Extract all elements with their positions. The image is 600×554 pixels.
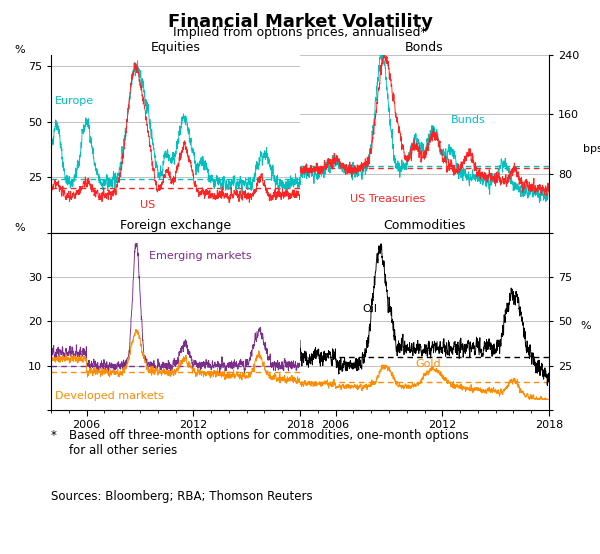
Text: Developed markets: Developed markets (55, 391, 163, 401)
Y-axis label: %: % (14, 223, 25, 233)
Y-axis label: %: % (14, 45, 25, 55)
Text: US: US (140, 201, 155, 211)
Text: Implied from options prices, annualised*: Implied from options prices, annualised* (173, 26, 427, 39)
Title: Commodities: Commodities (383, 218, 466, 232)
Text: *: * (51, 429, 57, 442)
Text: Based off three-month options for commodities, one-month options
for all other s: Based off three-month options for commod… (69, 429, 469, 458)
Text: Gold: Gold (416, 360, 441, 370)
Text: Oil: Oil (362, 305, 377, 315)
Text: US Treasuries: US Treasuries (350, 194, 425, 204)
Text: Financial Market Volatility: Financial Market Volatility (167, 13, 433, 31)
Y-axis label: %: % (581, 321, 592, 331)
Text: Bunds: Bunds (451, 115, 486, 125)
Title: Bonds: Bonds (405, 41, 444, 54)
Title: Foreign exchange: Foreign exchange (120, 218, 231, 232)
Title: Equities: Equities (151, 41, 200, 54)
Y-axis label: bps: bps (583, 144, 600, 154)
Text: Sources: Bloomberg; RBA; Thomson Reuters: Sources: Bloomberg; RBA; Thomson Reuters (51, 490, 313, 503)
Text: Europe: Europe (55, 96, 94, 106)
Text: Emerging markets: Emerging markets (149, 252, 251, 261)
